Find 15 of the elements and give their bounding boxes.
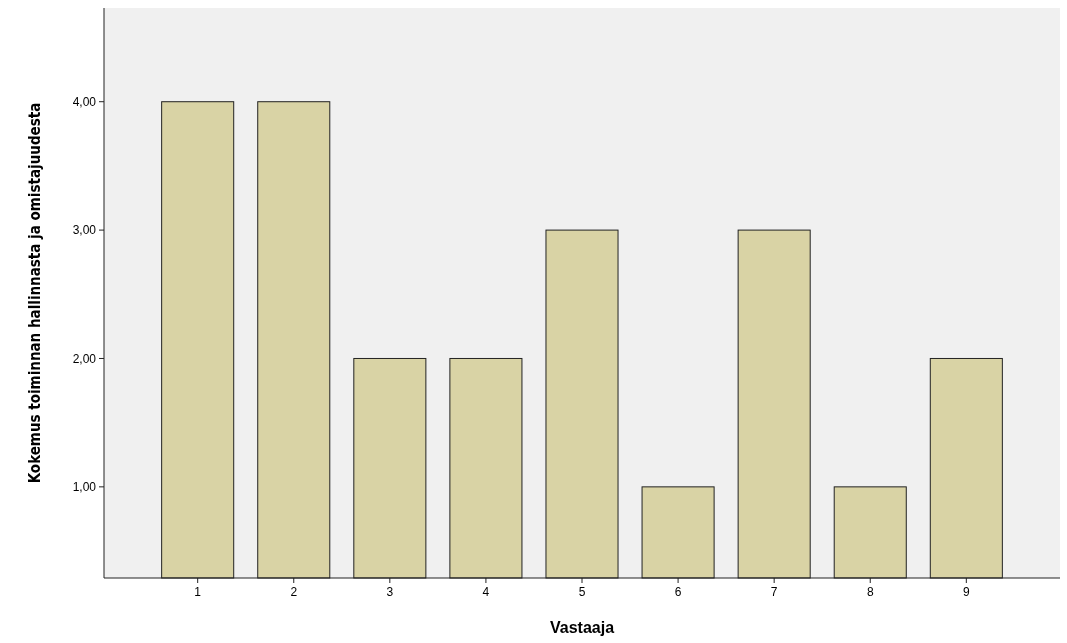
x-tick-label: 5 xyxy=(578,585,586,599)
y-tick-label: 3,00 xyxy=(72,223,97,238)
x-tick-label: 6 xyxy=(674,585,682,599)
y-axis-title: Kokemus toiminnan hallinnasta ja omistajuudesta xyxy=(26,102,44,484)
y-tick-label: 1,00 xyxy=(72,480,97,495)
x-axis-title: Vastaaja xyxy=(549,619,615,636)
x-tick-label: 7 xyxy=(770,585,778,599)
y-tick-label: 2,00 xyxy=(72,351,97,366)
x-tick-label: 9 xyxy=(962,585,970,599)
x-tick-label: 1 xyxy=(194,585,202,599)
x-tick-label: 4 xyxy=(482,585,490,599)
x-tick-label: 8 xyxy=(866,585,874,599)
x-tick-label: 2 xyxy=(290,585,298,599)
x-tick-label: 3 xyxy=(386,585,394,599)
y-tick-label: 4,00 xyxy=(72,94,97,109)
